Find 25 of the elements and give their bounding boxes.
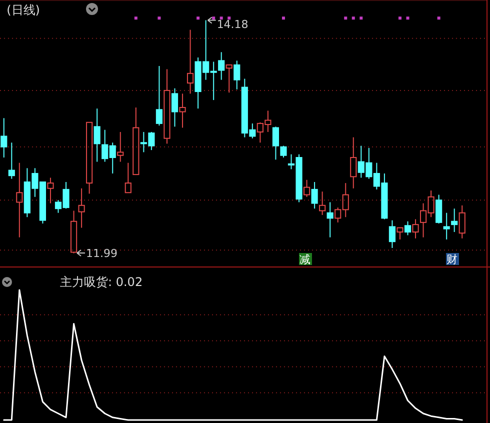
candlestick: [458, 204, 466, 239]
candlestick: [350, 136, 357, 189]
candlestick: [451, 208, 458, 233]
annotation: 减: [300, 253, 310, 266]
candlestick: [218, 52, 225, 80]
candlestick: [443, 212, 450, 240]
candlestick: [70, 210, 78, 254]
candlestick: [47, 177, 54, 204]
candlestick: [16, 162, 23, 238]
candlestick: [8, 142, 15, 180]
annotation: 财: [446, 253, 458, 266]
candlestick: [186, 29, 194, 94]
annotation: 14.18: [216, 18, 248, 32]
candlestick: [412, 218, 419, 239]
candlestick: [326, 202, 334, 238]
candlestick: [179, 93, 186, 128]
candlestick: [234, 60, 240, 90]
candlestick: [94, 108, 100, 162]
annotation: 11.99: [86, 247, 118, 260]
chart-title: (日线): [6, 3, 40, 17]
candlestick: [117, 131, 124, 162]
candlestick: [0, 118, 8, 158]
candlestick: [319, 191, 326, 216]
chart-title: 主力吸货: 0.02: [60, 275, 143, 289]
candlestick: [78, 188, 85, 228]
